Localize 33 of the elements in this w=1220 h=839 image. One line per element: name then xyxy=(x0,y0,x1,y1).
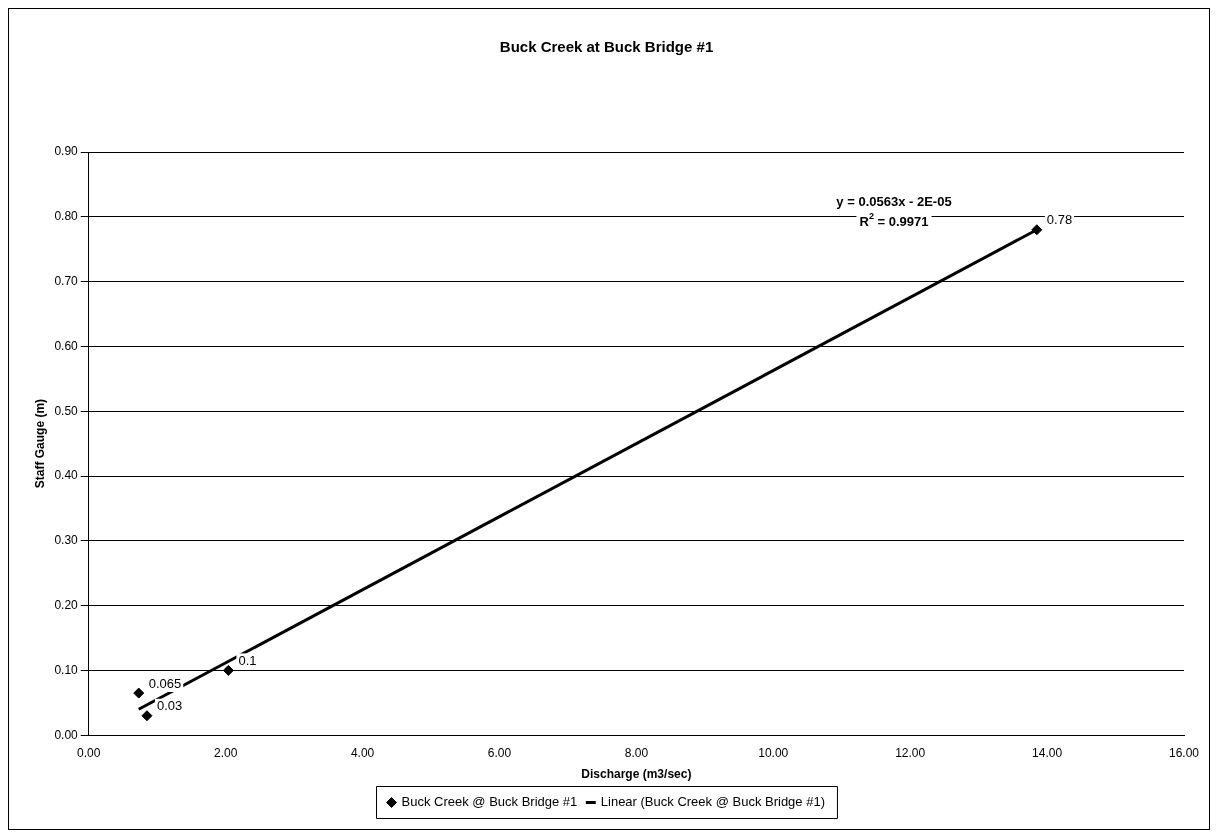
y-tick-label: 0.30 xyxy=(54,533,79,548)
x-tick-label: 6.00 xyxy=(487,745,512,760)
point xyxy=(133,687,145,699)
point xyxy=(1031,224,1043,236)
x-tick-label: 8.00 xyxy=(624,745,649,760)
x-tick-label: 10.00 xyxy=(758,745,789,760)
x-tick-label: 12.00 xyxy=(895,745,926,760)
x-axis-title: Discharge (m3/sec) xyxy=(581,767,692,782)
y-tick-label: 0.40 xyxy=(54,468,79,483)
annotation: y = 0.0563x - 2E-05 xyxy=(836,193,952,209)
data-label: 0.065 xyxy=(148,675,182,691)
chart-title: Buck Creek at Buck Bridge #1 xyxy=(499,38,714,56)
y-axis-title: Staff Gauge (m) xyxy=(32,398,47,489)
y-tick-label: 0.10 xyxy=(54,662,79,677)
y-tick-label: 0.60 xyxy=(54,338,79,353)
x-tick-label: 2.00 xyxy=(213,745,238,760)
data-label: 0.78 xyxy=(1046,212,1073,228)
y-tick-label: 0.20 xyxy=(54,597,79,612)
y-tick-label: 0.00 xyxy=(54,727,79,742)
legend-label: Buck Creek @ Buck Bridge #1 xyxy=(401,794,578,810)
data-label: 0.03 xyxy=(156,698,183,714)
point xyxy=(222,664,234,676)
x-tick-label: 16.00 xyxy=(1168,745,1200,760)
data-label: 0.1 xyxy=(238,652,257,668)
legend-label: Linear (Buck Creek @ Buck Bridge #1) xyxy=(600,794,825,810)
x-tick-label: 0.00 xyxy=(77,745,101,760)
y-tick-label: 0.70 xyxy=(54,273,79,288)
point xyxy=(141,710,153,722)
x-tick-label: 14.00 xyxy=(1032,745,1063,760)
y-tick-label: 0.50 xyxy=(54,403,79,418)
y-tick-label: 0.80 xyxy=(54,209,79,224)
x-tick-label: 4.00 xyxy=(350,745,375,760)
y-tick-label: 0.90 xyxy=(54,144,79,159)
